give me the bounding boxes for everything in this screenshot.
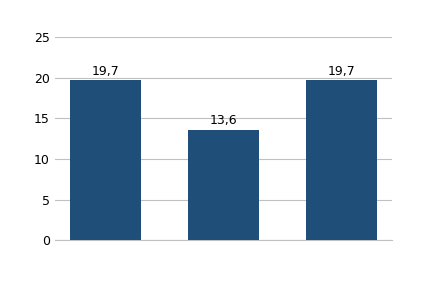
Text: 19,7: 19,7 [328,65,355,78]
Text: 13,6: 13,6 [210,114,237,127]
Bar [70,80,141,240]
Bar [188,130,259,240]
Bar [306,80,377,240]
Text: 19,7: 19,7 [92,65,119,78]
